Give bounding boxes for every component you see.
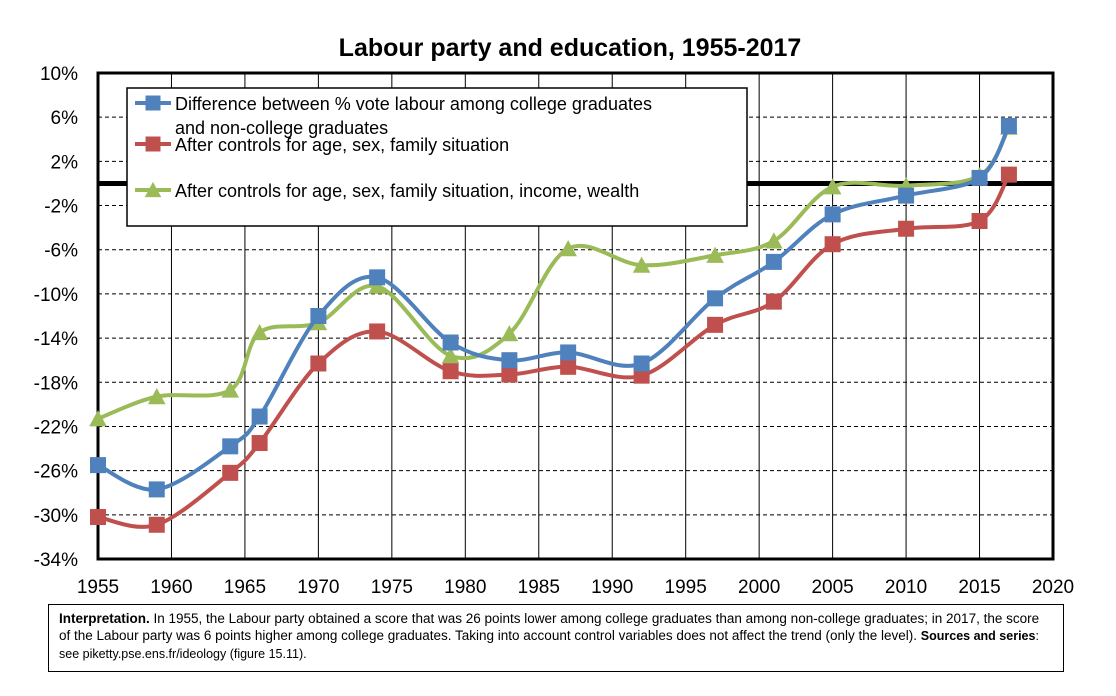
x-tick-label: 2005	[811, 577, 853, 598]
axes-layer: 10% 6% 2% -2% -6% -10% -14% -18% -22% -26% -30% -34…	[34, 64, 1075, 598]
y-tick-label: -22%	[34, 417, 78, 438]
data-point	[1000, 166, 1017, 183]
x-tick-label: 1960	[150, 577, 192, 598]
data-point	[251, 435, 268, 452]
data-point	[560, 344, 577, 361]
data-point	[1000, 118, 1017, 135]
series-line	[97, 126, 1011, 421]
data-point	[559, 240, 577, 257]
y-tick-label: -14%	[34, 329, 78, 350]
legend-label: After controls for age, sex, family situ…	[175, 135, 509, 155]
data-point	[501, 352, 518, 369]
y-tick-label: -26%	[34, 462, 78, 483]
data-point	[500, 325, 519, 342]
data-point	[369, 269, 386, 286]
legend-box	[126, 87, 748, 227]
data-point	[442, 363, 459, 380]
data-point	[632, 256, 651, 273]
data-point	[823, 178, 842, 195]
x-tick-label: 1965	[224, 577, 266, 598]
data-point	[368, 277, 386, 294]
data-point	[824, 236, 841, 253]
data-point	[633, 367, 650, 384]
y-tick-label: -10%	[34, 285, 78, 306]
data-point	[898, 187, 915, 204]
x-tick-label: 1995	[665, 577, 707, 598]
data-point	[765, 253, 782, 270]
data-point	[441, 347, 460, 364]
data-point	[898, 220, 915, 237]
data-point	[369, 323, 386, 340]
data-point	[765, 232, 783, 249]
sources-label: Sources and series	[920, 629, 1036, 643]
series-line	[97, 173, 1011, 529]
data-point	[971, 213, 988, 230]
legend-label: and non-college graduates	[175, 118, 388, 138]
x-tick-label: 1980	[444, 577, 486, 598]
y-tick-label: -34%	[34, 550, 78, 571]
legend-swatch-marker	[144, 181, 162, 198]
series-line	[97, 125, 1011, 492]
data-point	[90, 457, 106, 474]
plot-frame	[96, 71, 1055, 561]
x-tick-label: 1955	[77, 577, 119, 598]
data-point	[222, 438, 239, 455]
y-tick-label: 10%	[40, 64, 78, 85]
legend-swatch-marker	[145, 136, 161, 152]
x-tick-label: 1990	[591, 577, 633, 598]
series-layer	[89, 118, 1018, 533]
data-point	[310, 355, 327, 372]
data-point	[221, 381, 240, 398]
legend-label: Difference between % vote labour among c…	[175, 94, 652, 114]
interpretation-note: Interpretation. In 1955, the Labour part…	[48, 604, 1064, 672]
chart: Labour party and education, 1955-2017 10…	[34, 34, 1075, 598]
data-point	[824, 206, 841, 223]
data-point	[148, 516, 165, 533]
x-tick-label: 1985	[518, 577, 560, 598]
y-tick-label: -2%	[44, 197, 78, 218]
y-tick-label: -18%	[34, 373, 78, 394]
data-point	[765, 293, 782, 310]
data-point	[89, 410, 107, 427]
legend-label: After controls for age, sex, family situ…	[175, 181, 639, 201]
data-point	[706, 246, 724, 263]
series-1	[90, 118, 1017, 498]
x-tick-label: 2015	[958, 577, 1000, 598]
series-3	[89, 118, 1018, 427]
data-point	[633, 355, 650, 372]
x-tick-label: 1970	[297, 577, 339, 598]
data-point	[442, 334, 459, 351]
data-point	[560, 358, 577, 375]
series-2	[90, 166, 1017, 533]
y-tick-label: -30%	[34, 506, 78, 527]
data-point	[707, 290, 724, 307]
sources-text: : see piketty.pse.ens.fr/ideology (figur…	[59, 629, 1039, 661]
interpretation-label: Interpretation.	[59, 611, 150, 626]
data-point	[707, 316, 724, 333]
data-point	[310, 308, 327, 324]
data-point	[148, 481, 165, 498]
data-point	[251, 408, 268, 425]
legend: Difference between % vote labour among c…	[126, 87, 748, 227]
y-tick-label: 2%	[51, 152, 79, 173]
data-point	[147, 388, 166, 405]
y-tick-label: 6%	[51, 108, 79, 129]
data-point	[90, 509, 106, 526]
chart-title: Labour party and education, 1955-2017	[339, 34, 802, 62]
interpretation-text: In 1955, the Labour party obtained a sco…	[59, 611, 1040, 643]
data-point	[971, 169, 988, 186]
x-tick-label: 1975	[371, 577, 413, 598]
data-point	[250, 323, 269, 341]
data-point	[222, 464, 239, 481]
x-tick-label: 2020	[1032, 577, 1074, 598]
data-point	[501, 366, 518, 383]
y-tick-label: -6%	[44, 241, 78, 262]
x-tick-label: 2000	[738, 577, 780, 598]
legend-swatch-marker	[145, 95, 161, 111]
x-tick-label: 2010	[885, 577, 927, 598]
